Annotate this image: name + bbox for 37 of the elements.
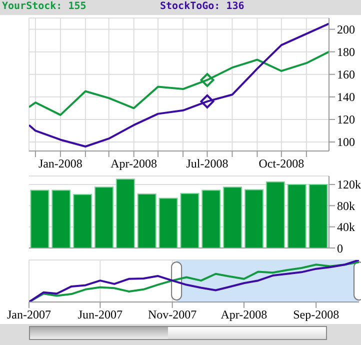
bar xyxy=(244,189,264,248)
text: StockToGo: 136 xyxy=(160,1,244,12)
line-series xyxy=(29,50,329,116)
x-tick-label: Jan-2007 xyxy=(7,308,51,322)
x-tick-label: Apr-2008 xyxy=(220,308,268,322)
x-tick-label: Oct-2008 xyxy=(258,156,304,171)
x-tick-label: Apr-2008 xyxy=(110,156,158,171)
line-series xyxy=(29,22,329,148)
bar xyxy=(73,194,92,248)
x-tick-label: Jul-2008 xyxy=(186,156,228,171)
x-tick-label: Sep-2008 xyxy=(293,308,340,322)
y-tick-label: 40k xyxy=(337,220,355,234)
bar xyxy=(30,190,50,248)
bar xyxy=(158,198,178,248)
bar xyxy=(287,184,306,248)
bar xyxy=(266,181,285,248)
bar xyxy=(180,192,200,248)
y-tick-label: 80k xyxy=(337,198,355,213)
y-tick-label: 120k xyxy=(337,178,361,192)
y-tick-label: 0 xyxy=(337,241,343,256)
x-tick-label: Nov-2007 xyxy=(148,308,197,322)
text: YourStock: 155 xyxy=(2,1,86,12)
y-tick-label: 160 xyxy=(337,68,355,82)
x-tick-label: Jun-2007 xyxy=(78,308,123,322)
bar xyxy=(94,186,114,248)
bar xyxy=(137,194,156,248)
y-tick-label: 140 xyxy=(337,90,355,104)
y-tick-label: 100 xyxy=(337,135,355,150)
bar xyxy=(223,186,242,248)
x-tick-label: Jan-2008 xyxy=(38,156,82,171)
bar xyxy=(308,184,328,248)
y-tick-label: 120 xyxy=(337,112,355,127)
bar xyxy=(202,190,221,248)
bar xyxy=(116,178,135,248)
y-tick-label: 180 xyxy=(337,45,355,60)
bar xyxy=(52,190,71,248)
y-tick-label: 200 xyxy=(337,22,355,37)
